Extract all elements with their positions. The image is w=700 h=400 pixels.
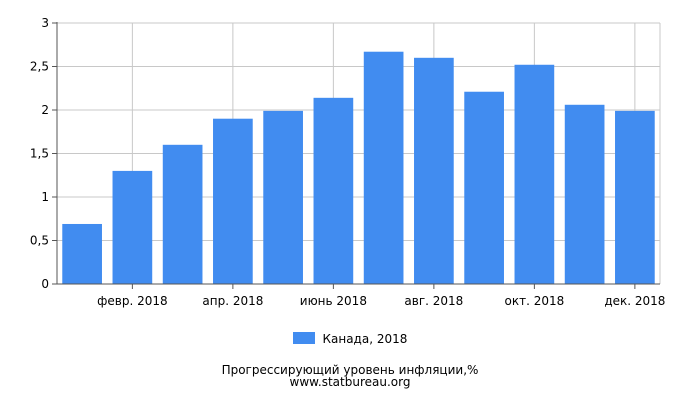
bar-окт. 2018 xyxy=(514,64,555,284)
bar-сент. 2018 xyxy=(464,91,504,284)
bar-апр. 2018 xyxy=(213,118,253,284)
x-tick-label: авг. 2018 xyxy=(404,294,463,308)
x-axis-ticks: февр. 2018 апр. 2018 июнь 2018 авг. 2018 окт… xyxy=(97,294,665,308)
y-axis-ticks: 0 0,5 1 1,5 2 2,5 3 xyxy=(30,16,49,291)
y-tick-label: 1 xyxy=(41,190,49,204)
bar-янв. 2018 xyxy=(62,223,102,284)
y-tick-label: 0,5 xyxy=(30,234,49,248)
chart-caption: Прогрессирующий уровень инфляции,% xyxy=(221,363,479,377)
inflation-chart: 0 0,5 1 1,5 2 2,5 3 февр. 2018 апр. 2018 июнь 20… xyxy=(30,16,666,308)
x-tick-label: окт. 2018 xyxy=(505,294,565,308)
bar-май 2018 xyxy=(263,110,303,285)
y-tick-label: 1,5 xyxy=(30,147,49,161)
y-tick-label: 2,5 xyxy=(30,60,49,74)
x-tick-label: февр. 2018 xyxy=(97,294,168,308)
bar-нояб. 2018 xyxy=(564,104,605,284)
bar-авг. 2018 xyxy=(414,57,454,284)
bar-март 2018 xyxy=(162,144,203,284)
source-url: www.statbureau.org xyxy=(289,375,411,389)
legend-label: Канада, 2018 xyxy=(322,332,408,346)
x-tick-label: дек. 2018 xyxy=(604,294,665,308)
y-tick-label: 2 xyxy=(41,103,49,117)
bar-июль 2018 xyxy=(363,51,404,285)
y-tick-label: 0 xyxy=(41,277,49,291)
y-tick-label: 3 xyxy=(41,16,49,30)
x-tick-label: апр. 2018 xyxy=(202,294,263,308)
legend: Канада, 2018 xyxy=(0,332,700,346)
x-tick-label: июнь 2018 xyxy=(300,294,367,308)
bar-февр. 2018 xyxy=(112,170,153,284)
legend-swatch xyxy=(292,332,315,344)
bar-дек. 2018 xyxy=(615,110,655,285)
bars xyxy=(62,51,655,285)
axes xyxy=(52,22,660,289)
bar-июнь 2018 xyxy=(313,97,354,284)
